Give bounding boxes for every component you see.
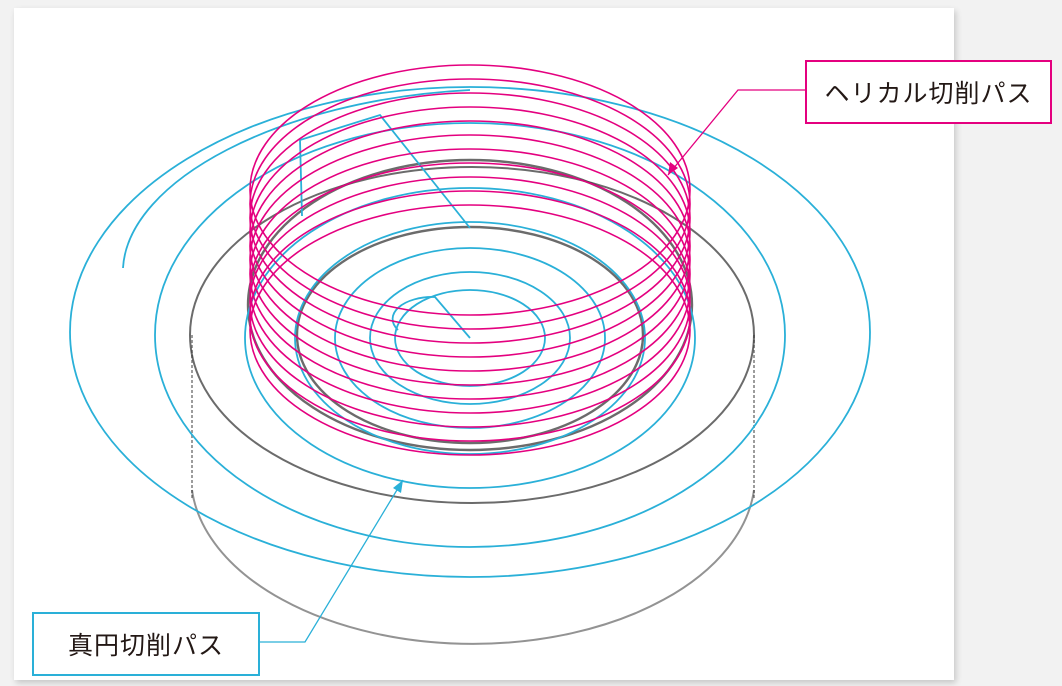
workpiece-bottom-edge — [191, 489, 755, 645]
circle-path-ring — [244, 187, 696, 489]
circle-path-entry — [391, 296, 471, 339]
helical-path-label-text: ヘリカル切削パス — [824, 79, 1033, 108]
circle-path-ring — [334, 247, 606, 429]
circle-path-ring — [294, 221, 646, 455]
circle-path-outer-lead — [122, 89, 471, 269]
pocket-bottom-edge — [295, 225, 645, 445]
helical-path-label: ヘリカル切削パス — [805, 60, 1052, 124]
helical-leader-line — [667, 89, 805, 176]
helical-cutting-path — [249, 64, 691, 456]
circle-path-label-text: 真円切削パス — [67, 631, 224, 660]
circle-leader-line — [260, 479, 404, 643]
helical-path-ring — [249, 148, 691, 400]
circle-path-entry-upper — [299, 113, 471, 229]
circle-path-ring — [369, 271, 571, 405]
circle-cutting-path — [69, 86, 871, 578]
circle-path-ring — [69, 86, 871, 578]
helical-path-ring — [249, 78, 691, 330]
circle-path-label: 真円切削パス — [32, 612, 260, 676]
helical-path-ring — [249, 162, 691, 414]
illustration-panel — [14, 8, 954, 680]
circle-leader-arrow — [393, 480, 403, 493]
helical-path-ring — [249, 190, 691, 442]
helical-path-ring — [249, 92, 691, 344]
helical-path-ring — [249, 176, 691, 428]
helical-path-ring — [249, 120, 691, 372]
helical-leader-arrow — [668, 162, 678, 175]
helical-path-ring — [249, 64, 691, 316]
helical-path-ring — [249, 134, 691, 386]
helical-path-ring — [249, 204, 691, 456]
workpiece-outline — [189, 158, 755, 645]
circle-path-ring — [154, 122, 786, 548]
helical-path-ring — [249, 106, 691, 358]
circle-path-ring — [394, 289, 546, 387]
pocket-top-edge — [246, 158, 694, 452]
